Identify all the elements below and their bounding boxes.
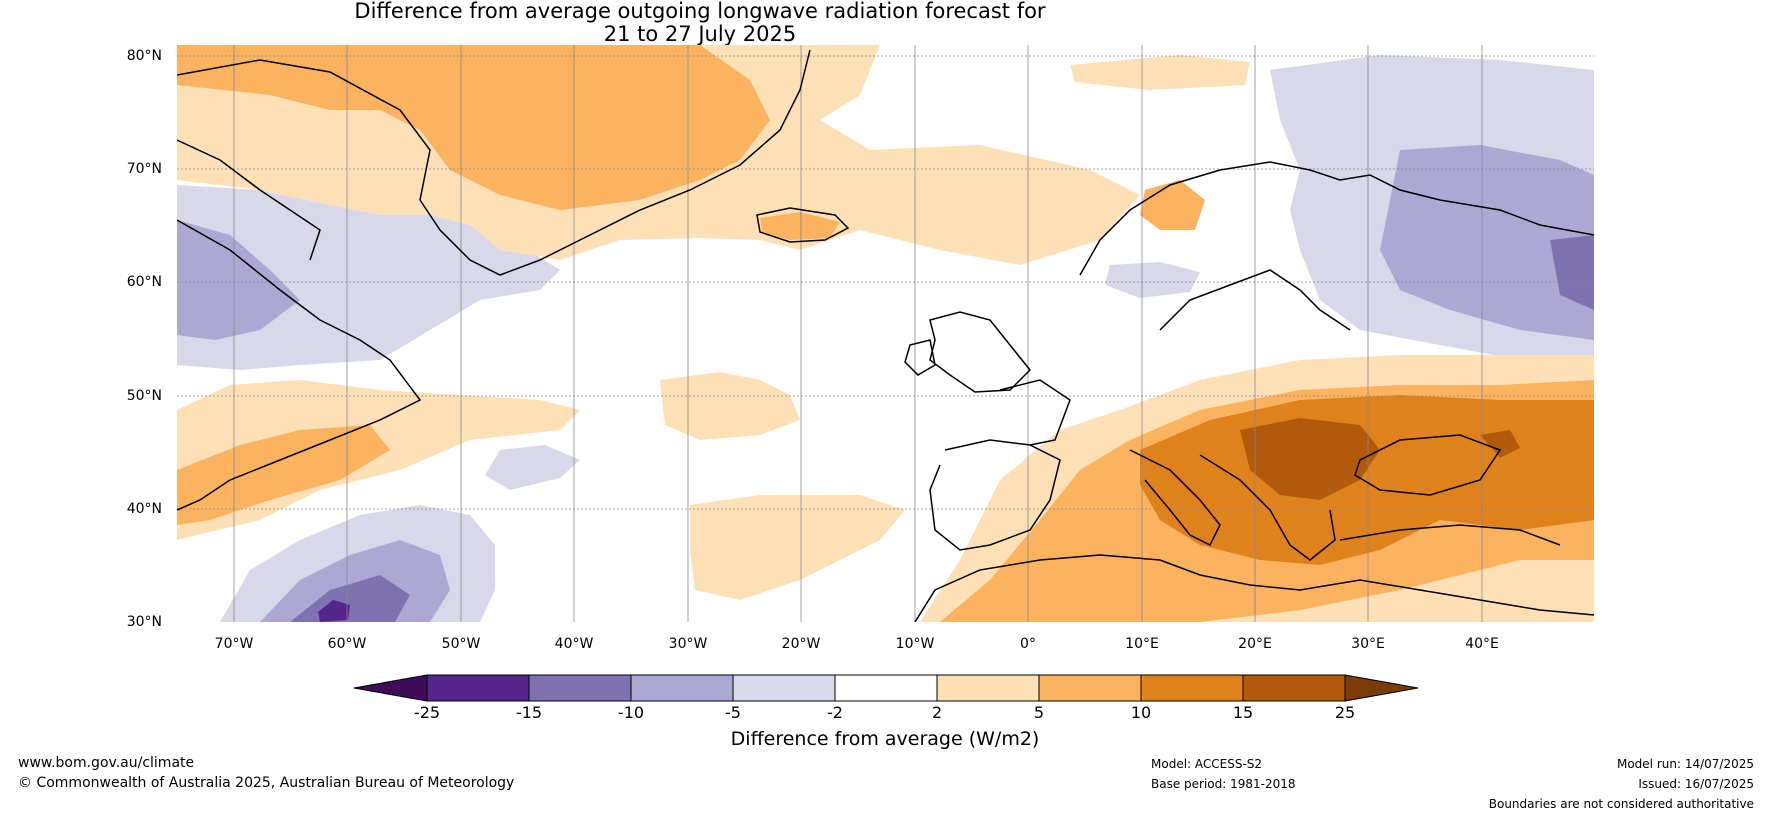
anomaly-field — [177, 45, 1594, 622]
negative-anomaly-subtropical-strong — [290, 575, 410, 622]
colorbar-tick: -10 — [617, 703, 645, 722]
footer-copyright: © Commonwealth of Australia 2025, Austra… — [18, 775, 515, 791]
north-africa-coast — [914, 554, 1594, 622]
footer-model: Model: ACCESS-S2 — [1151, 757, 1263, 771]
labrador-coast — [177, 219, 422, 511]
baffin-coast — [177, 139, 321, 261]
colorbar-tick: 25 — [1334, 703, 1356, 722]
positive-anomaly-balkans — [1240, 418, 1380, 500]
turkey-coast — [1339, 524, 1561, 546]
lon-label-40w: 40°W — [554, 636, 594, 652]
positive-anomaly-iceland — [760, 212, 840, 240]
colorbar-tick: 5 — [1033, 703, 1045, 722]
iceland-coast — [756, 207, 850, 243]
negative-anomaly-russia-core — [1380, 145, 1594, 340]
lon-label-0: 0° — [1020, 636, 1036, 652]
positive-anomaly-svalbard — [1070, 55, 1250, 90]
colorbar-bin-3 — [630, 674, 734, 702]
balkans-coast — [1199, 454, 1336, 561]
colorbar-tick: -15 — [515, 703, 543, 722]
footer-model-run: Model run: 14/07/2025 — [1616, 757, 1754, 771]
colorbar-bin-4 — [732, 674, 836, 702]
negative-anomaly-labrador-core — [177, 220, 300, 340]
positive-anomaly-newfoundland-core — [177, 425, 390, 525]
footer-base-period: Base period: 1981-2018 — [1151, 777, 1296, 791]
lat-label-30n: 30°N — [126, 614, 162, 630]
footer-disclaimer: Boundaries are not considered authoritat… — [1488, 797, 1754, 811]
lon-label-50w: 50°W — [441, 636, 481, 652]
positive-anomaly-midatlantic-2 — [690, 495, 905, 600]
coastlines — [177, 49, 1594, 622]
lon-label-20e: 20°E — [1238, 636, 1272, 652]
colorbar-bin-7 — [1038, 674, 1142, 702]
lat-label-50n: 50°N — [126, 388, 162, 404]
colorbar-bin-1 — [426, 674, 530, 702]
colorbar — [353, 674, 1419, 702]
lat-label-80n: 80°N — [126, 48, 162, 64]
lon-label-40e: 40°E — [1465, 636, 1499, 652]
footer-url: www.bom.gov.au/climate — [18, 755, 195, 771]
colorbar-tick: -2 — [827, 703, 843, 722]
lon-label-30w: 30°W — [668, 636, 708, 652]
colorbar-bin-5 — [834, 674, 938, 702]
colorbar-bin-2 — [528, 674, 632, 702]
blacksea-coast — [1354, 434, 1502, 496]
negative-anomaly-scandinavia — [1105, 262, 1200, 298]
colorbar-extend-high — [1344, 674, 1419, 702]
colorbar-tick: -5 — [725, 703, 741, 722]
negative-anomaly-atlantic-small — [485, 445, 580, 490]
lon-label-10w: 10°W — [895, 636, 935, 652]
positive-anomaly-midatlantic-1 — [660, 372, 800, 440]
colorbar-tick: 2 — [931, 703, 943, 722]
positive-anomaly-newfoundland — [177, 380, 580, 540]
map-title: Difference from average outgoing longwav… — [354, 0, 1046, 23]
graticule — [177, 45, 1594, 622]
negative-anomaly-russia-strong — [1550, 235, 1594, 310]
negative-anomaly-subtropical-max — [318, 600, 350, 622]
colorbar-tick: -25 — [413, 703, 441, 722]
italy-coast — [1129, 449, 1221, 547]
lon-label-10e: 10°E — [1125, 636, 1159, 652]
negative-anomaly-labrador — [177, 185, 560, 370]
footer-issued: Issued: 16/07/2025 — [1638, 777, 1754, 791]
colorbar-tick: 10 — [1130, 703, 1152, 722]
colorbar-bin-9 — [1242, 674, 1346, 702]
ireland-coast — [904, 339, 936, 376]
colorbar-tick: 15 — [1232, 703, 1254, 722]
lat-label-70n: 70°N — [126, 161, 162, 177]
colorbar-bin-6 — [936, 674, 1040, 702]
lat-label-40n: 40°N — [126, 501, 162, 517]
france-coast — [999, 379, 1071, 446]
lon-label-70w: 70°W — [214, 636, 254, 652]
colorbar-bin-8 — [1140, 674, 1244, 702]
colorbar-label: Difference from average (W/m2) — [730, 728, 1040, 750]
iberia-coast — [929, 439, 1061, 551]
lat-label-60n: 60°N — [126, 274, 162, 290]
positive-anomaly-norway — [1140, 180, 1205, 230]
british-isles-coast — [929, 311, 1032, 393]
lon-label-30e: 30°E — [1351, 636, 1385, 652]
greenland-coast — [177, 49, 811, 276]
scandinavia-coast — [1079, 161, 1594, 276]
positive-anomaly-blacksea — [1480, 430, 1520, 458]
lon-label-20w: 20°W — [781, 636, 821, 652]
map-subtitle: 21 to 27 July 2025 — [603, 22, 797, 46]
colorbar-extend-low — [353, 674, 428, 702]
baltic-coast — [1159, 269, 1351, 331]
lon-label-60w: 60°W — [327, 636, 367, 652]
